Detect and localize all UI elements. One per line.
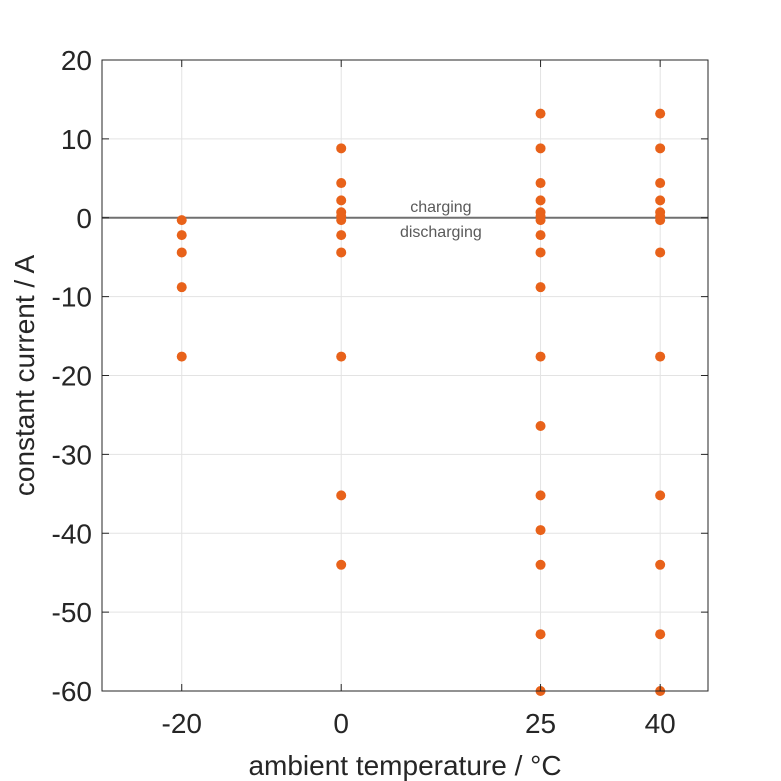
- data-point: [535, 108, 546, 119]
- x-tick-label: 25: [525, 708, 556, 739]
- data-point: [535, 525, 546, 536]
- data-point: [655, 351, 666, 362]
- data-points: [176, 108, 666, 696]
- data-point: [176, 215, 187, 226]
- data-point: [535, 178, 546, 189]
- data-point: [176, 247, 187, 258]
- x-tick-label: 0: [333, 708, 349, 739]
- data-point: [655, 559, 666, 570]
- data-point: [535, 247, 546, 258]
- data-point: [336, 143, 347, 154]
- y-tick-label: 0: [76, 203, 92, 234]
- y-tick-labels: 20 10 0 -10 -20 -30 -40 -50 -60: [52, 45, 92, 707]
- annotation-charging: charging: [410, 199, 471, 216]
- y-tick-label: -20: [52, 361, 92, 392]
- y-tick-label: -50: [52, 597, 92, 628]
- y-tick-label: -60: [52, 676, 92, 707]
- data-point: [655, 247, 666, 258]
- data-point: [535, 230, 546, 241]
- y-tick-label: -10: [52, 282, 92, 313]
- data-point: [336, 559, 347, 570]
- y-tick-label: 20: [61, 45, 92, 76]
- data-point: [336, 490, 347, 501]
- data-point: [336, 215, 347, 226]
- data-point: [535, 282, 546, 293]
- data-point: [336, 351, 347, 362]
- x-axis-label: ambient temperature / °C: [248, 750, 561, 781]
- data-point: [336, 230, 347, 241]
- x-tick-labels: -20 0 25 40: [162, 708, 676, 739]
- y-tick-label: -40: [52, 518, 92, 549]
- data-point: [535, 629, 546, 640]
- data-point: [336, 195, 347, 206]
- data-point: [655, 178, 666, 189]
- x-tick-label: 40: [645, 708, 676, 739]
- data-point: [535, 559, 546, 570]
- data-point: [535, 215, 546, 226]
- data-point: [176, 282, 187, 293]
- data-point: [655, 490, 666, 501]
- data-point: [655, 629, 666, 640]
- data-point: [535, 143, 546, 154]
- data-point: [655, 108, 666, 119]
- data-point: [655, 195, 666, 206]
- annotations: charging discharging: [400, 199, 482, 241]
- grid-lines: [102, 59, 708, 692]
- data-point: [655, 143, 666, 154]
- y-tick-label: 10: [61, 124, 92, 155]
- data-point: [535, 195, 546, 206]
- data-point: [535, 490, 546, 501]
- data-point: [176, 351, 187, 362]
- axis-ticks: [102, 59, 708, 692]
- data-point: [535, 420, 546, 431]
- data-point: [336, 247, 347, 258]
- data-point: [176, 230, 187, 241]
- x-tick-label: -20: [162, 708, 202, 739]
- data-point: [535, 351, 546, 362]
- annotation-discharging: discharging: [400, 224, 482, 241]
- data-point: [336, 178, 347, 189]
- data-point: [655, 215, 666, 226]
- y-axis-label: constant current / A: [9, 255, 40, 497]
- y-tick-label: -30: [52, 439, 92, 470]
